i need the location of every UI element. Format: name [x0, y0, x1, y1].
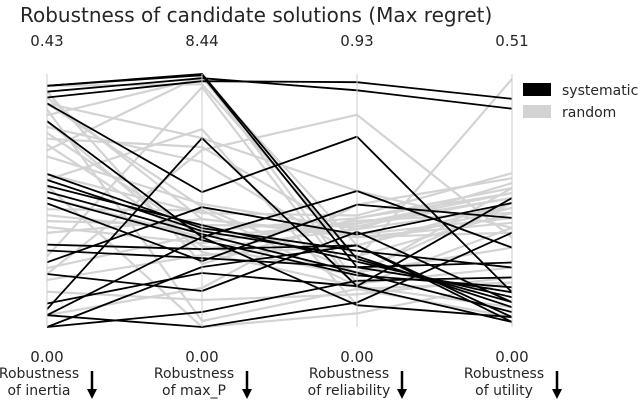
systematic-line-13 — [46, 243, 513, 318]
arrow-down-icon — [397, 371, 407, 399]
random-line-29 — [46, 184, 513, 329]
systematic-line-19 — [46, 272, 513, 323]
systematic-line-6 — [46, 120, 513, 318]
systematic-line-22 — [46, 244, 513, 328]
arrow-down-icon — [552, 371, 562, 399]
axis-label-line1: Robustness — [309, 366, 389, 382]
series-random — [46, 74, 513, 329]
axis-min-tick: 0.00 — [185, 348, 218, 366]
series-systematic — [46, 73, 513, 328]
systematic-line-3 — [46, 77, 513, 110]
axis-label-line2: of reliability — [308, 383, 391, 399]
random-line-12 — [46, 74, 513, 285]
axis-max-tick: 0.43 — [30, 32, 63, 50]
legend-item-systematic: systematic — [523, 83, 638, 99]
random-line-23 — [46, 206, 513, 281]
axis-label-line1: Robustness — [0, 366, 79, 382]
systematic-line-5 — [46, 102, 513, 293]
axis-max-tick: 0.51 — [495, 32, 528, 50]
axis-max-tick: 8.44 — [185, 32, 218, 50]
systematic-line-7 — [46, 173, 513, 269]
systematic-line-16 — [46, 230, 513, 304]
systematic-line-4 — [46, 80, 513, 100]
systematic-line-14 — [46, 249, 513, 269]
axis-min-tick: 0.00 — [340, 348, 373, 366]
systematic-line-21 — [46, 137, 513, 310]
arrow-down-icon — [87, 371, 97, 399]
systematic-line-17 — [46, 231, 513, 328]
legend-swatch — [523, 105, 551, 118]
systematic-line-10 — [46, 190, 513, 313]
random-line-7 — [46, 120, 513, 288]
axis-label-line2: of utility — [475, 383, 533, 399]
random-line-25 — [46, 177, 513, 317]
axis-label-line1: Robustness — [154, 366, 234, 382]
chart-title: Robustness of candidate solutions (Max r… — [20, 3, 492, 27]
legend: systematic random — [523, 83, 638, 121]
legend-swatch — [523, 83, 551, 96]
legend-label: random — [562, 105, 616, 121]
axis-label-line1: Robustness — [464, 366, 544, 382]
axis-max-tick: 0.93 — [340, 32, 373, 50]
legend-label: systematic — [562, 83, 638, 99]
random-line-21 — [46, 86, 513, 319]
systematic-line-18 — [46, 276, 513, 328]
axis-label-line2: of inertia — [7, 383, 70, 399]
axis-min-tick: 0.00 — [495, 348, 528, 366]
random-line-10 — [46, 137, 513, 239]
random-line-18 — [46, 218, 513, 239]
axis-label-line2: of max_P — [162, 383, 226, 399]
axis-min-tick: 0.00 — [30, 348, 63, 366]
legend-item-random: random — [523, 105, 616, 121]
random-line-6 — [46, 77, 513, 247]
arrow-down-icon — [242, 371, 252, 399]
systematic-line-20 — [46, 190, 513, 317]
systematic-line-12 — [46, 202, 513, 263]
series-lines — [46, 73, 513, 329]
